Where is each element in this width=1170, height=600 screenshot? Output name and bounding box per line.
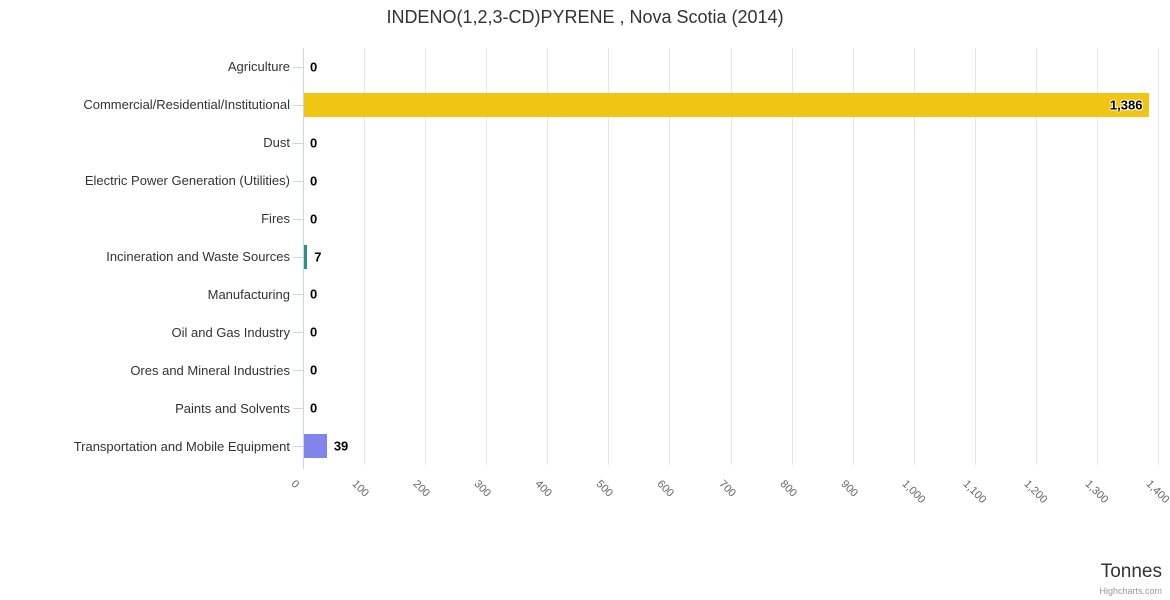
gridline <box>1158 48 1159 465</box>
value-label: 0 <box>310 286 318 302</box>
category-tick <box>293 294 303 296</box>
value-label: 0 <box>310 211 318 227</box>
gridline <box>791 48 793 465</box>
bar[interactable] <box>303 92 1150 117</box>
x-tick-label: 400 <box>532 478 555 500</box>
gridline <box>1096 48 1098 465</box>
category-label: Commercial/Residential/Institutional <box>83 97 290 113</box>
chart-title: INDENO(1,2,3-CD)PYRENE , Nova Scotia (20… <box>386 7 784 27</box>
value-label: 1,386 <box>1109 97 1143 113</box>
x-tick-label: 1,200 <box>1021 478 1050 506</box>
gridline <box>669 48 671 465</box>
x-tick-label: 200 <box>410 478 433 500</box>
value-label: 0 <box>310 173 318 189</box>
x-tick-label: 0 <box>288 478 302 491</box>
category-label: Paints and Solvents <box>175 400 290 416</box>
category-label: Oil and Gas Industry <box>171 324 291 340</box>
category-label: Dust <box>263 135 290 151</box>
axis-line <box>303 48 304 469</box>
highcharts-credit: Highcharts.com <box>1099 586 1162 596</box>
value-label: 0 <box>310 324 318 340</box>
category-label: Transportation and Mobile Equipment <box>73 438 290 454</box>
category-tick <box>293 408 303 410</box>
x-tick-label: 1,000 <box>899 478 928 506</box>
gridline <box>547 48 549 465</box>
category-label: Agriculture <box>227 59 290 75</box>
gridline <box>608 48 610 465</box>
category-tick <box>293 180 303 182</box>
value-label: 0 <box>310 135 318 151</box>
category-tick <box>293 332 303 334</box>
bar[interactable] <box>303 434 327 459</box>
category-tick <box>293 104 303 106</box>
category-label: Manufacturing <box>207 286 290 302</box>
value-label: 7 <box>314 249 322 264</box>
bar[interactable] <box>303 244 308 269</box>
category-label: Incineration and Waste Sources <box>106 248 290 264</box>
category-label: Electric Power Generation (Utilities) <box>84 173 290 189</box>
category-tick <box>293 256 303 258</box>
x-tick-label: 1,300 <box>1082 478 1111 506</box>
category-tick <box>293 142 303 144</box>
value-label: 0 <box>310 400 318 416</box>
category-label: Fires <box>261 211 290 227</box>
x-tick-label: 1,400 <box>1143 478 1170 506</box>
value-label: 39 <box>333 438 349 454</box>
x-tick-label: 1,100 <box>960 478 989 506</box>
plot-area <box>303 48 1159 465</box>
gridline <box>486 48 488 465</box>
gridline <box>364 48 366 465</box>
category-tick <box>293 446 303 448</box>
category-tick <box>293 218 303 220</box>
value-label: 0 <box>310 59 318 75</box>
gridline <box>974 48 976 465</box>
category-tick <box>293 66 303 68</box>
x-tick-label: 900 <box>838 478 860 500</box>
x-axis-title: Tonnes <box>1100 561 1162 582</box>
x-tick-label: 600 <box>654 478 677 500</box>
category-label: Ores and Mineral Industries <box>130 362 290 378</box>
gridline <box>852 48 854 465</box>
gridline <box>425 48 427 465</box>
gridline <box>913 48 915 465</box>
value-label: 0 <box>310 362 318 378</box>
x-tick-label: 800 <box>777 478 799 500</box>
x-tick-label: 700 <box>716 478 738 500</box>
category-tick <box>293 370 303 372</box>
x-tick-label: 500 <box>593 478 616 500</box>
x-tick-label: 100 <box>349 478 372 500</box>
gridline <box>730 48 732 465</box>
gridline <box>1035 48 1037 465</box>
x-tick-label: 300 <box>471 478 494 500</box>
